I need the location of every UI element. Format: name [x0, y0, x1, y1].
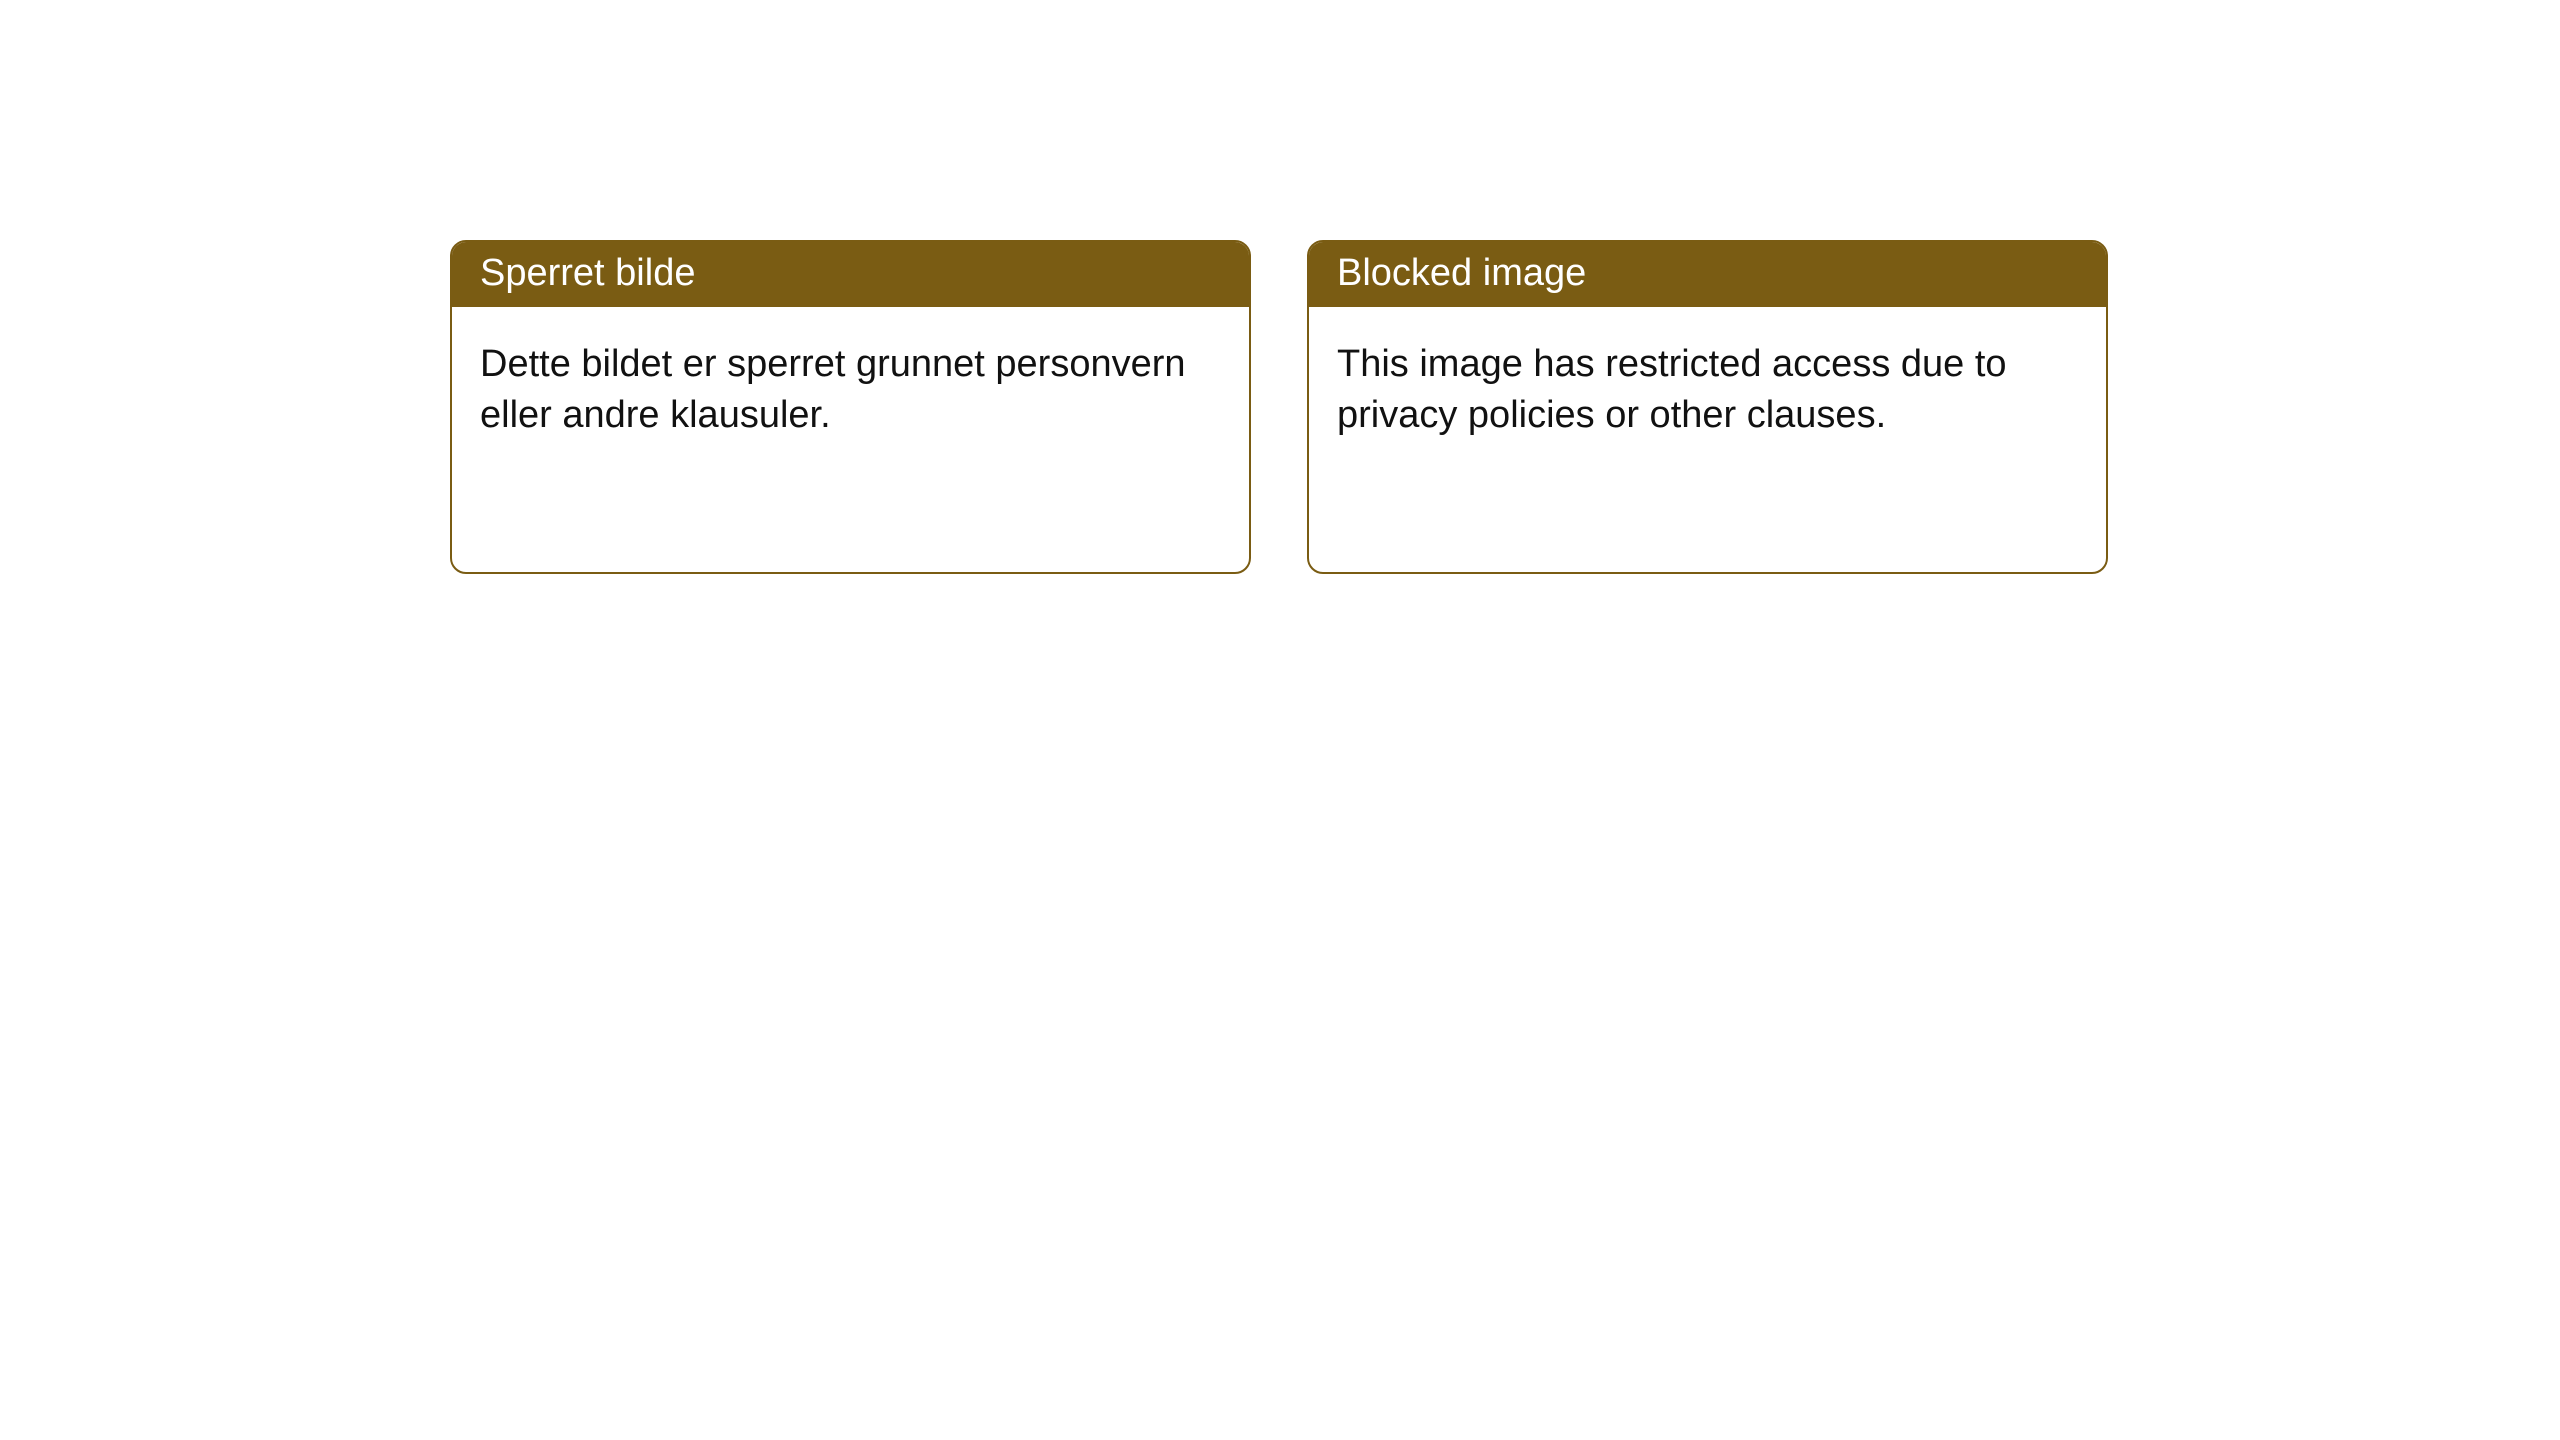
notice-card-norwegian: Sperret bilde Dette bildet er sperret gr…	[450, 240, 1251, 574]
notice-card-english: Blocked image This image has restricted …	[1307, 240, 2108, 574]
card-body: This image has restricted access due to …	[1309, 307, 2106, 474]
card-body: Dette bildet er sperret grunnet personve…	[452, 307, 1249, 474]
notice-cards-container: Sperret bilde Dette bildet er sperret gr…	[450, 240, 2560, 574]
card-header: Blocked image	[1309, 242, 2106, 307]
card-header: Sperret bilde	[452, 242, 1249, 307]
